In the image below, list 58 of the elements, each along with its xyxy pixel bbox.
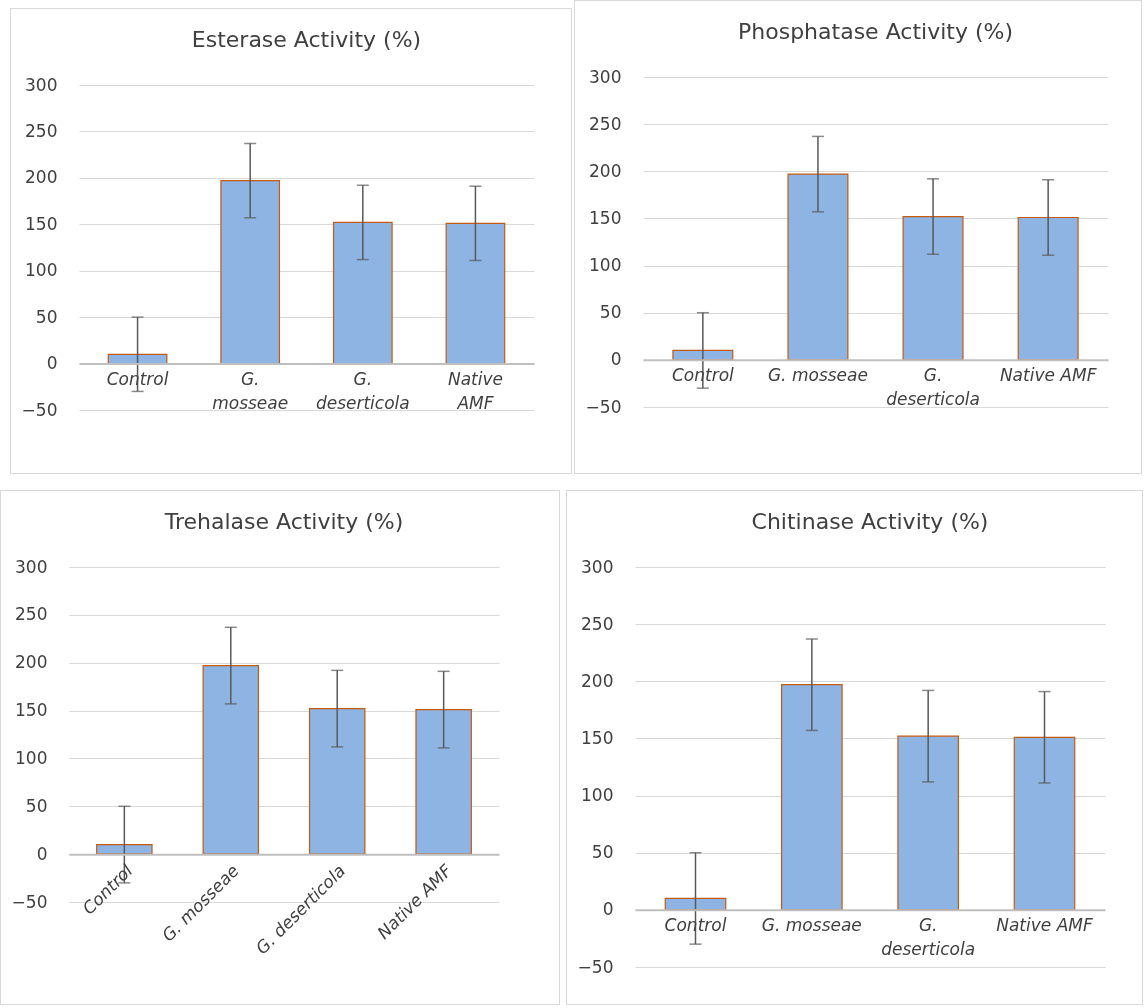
- y-tick-label: 50: [591, 842, 614, 863]
- bar: [1017, 216, 1079, 361]
- y-tick-label: −50: [21, 399, 58, 420]
- y-tick-label: 200: [15, 652, 48, 673]
- y-tick-label: 50: [25, 795, 48, 816]
- chart-title: Phosphatase Activity (%): [738, 19, 1013, 44]
- y-tick-label: 100: [25, 260, 58, 281]
- y-tick-label: −50: [585, 396, 622, 417]
- bar: [445, 222, 506, 365]
- x-tick-label: G. deserticola: [315, 369, 410, 414]
- bar: [220, 180, 281, 365]
- y-tick-label: −50: [11, 891, 48, 912]
- y-tick-label: 50: [599, 302, 622, 323]
- y-tick-label: 150: [581, 727, 614, 748]
- y-tick-label: 150: [589, 207, 622, 228]
- y-tick-label: 100: [589, 255, 622, 276]
- bar: [787, 173, 849, 361]
- bar: [1013, 736, 1076, 911]
- y-tick-label: 200: [589, 160, 622, 181]
- x-tick-label: G. deserticola: [886, 365, 980, 410]
- y-tick-label: 150: [25, 213, 58, 234]
- y-tick-label: 300: [25, 74, 58, 95]
- y-tick-label: 0: [46, 353, 58, 374]
- bar: [897, 735, 960, 911]
- x-tick-label: Native AMF: [999, 365, 1097, 386]
- y-tick-label: 250: [25, 120, 58, 141]
- x-tick-label: G. mosseae: [212, 369, 289, 414]
- y-tick-label: 100: [15, 747, 48, 768]
- y-tick-label: 100: [581, 785, 614, 806]
- bar: [902, 215, 964, 361]
- bar: [96, 843, 153, 855]
- y-tick-label: 250: [581, 613, 614, 634]
- y-tick-label: 300: [581, 556, 614, 577]
- y-tick-label: 300: [15, 556, 48, 577]
- x-tick-label: G. deserticola: [881, 915, 976, 960]
- y-tick-label: 200: [25, 167, 58, 188]
- y-tick-label: −50: [577, 956, 614, 977]
- y-tick-label: 0: [610, 349, 622, 370]
- x-tick-label: G. mosseae: [761, 915, 862, 936]
- bar: [332, 221, 393, 365]
- chart-title: Trehalase Activity (%): [163, 509, 404, 534]
- bar: [780, 684, 843, 911]
- bar: [415, 709, 472, 855]
- y-tick-label: 300: [589, 66, 622, 87]
- x-tick-label: Native AMF: [447, 369, 503, 414]
- chart-title: Esterase Activity (%): [191, 27, 422, 52]
- chart-title: Chitinase Activity (%): [751, 509, 989, 534]
- x-tick-label: Native AMF: [996, 915, 1093, 936]
- bar: [202, 664, 260, 855]
- y-tick-label: 150: [15, 700, 48, 721]
- y-tick-label: 250: [589, 113, 622, 134]
- bar: [308, 708, 366, 855]
- y-tick-label: 250: [15, 604, 48, 625]
- y-tick-label: 200: [581, 670, 614, 691]
- y-tick-label: 50: [35, 306, 58, 327]
- y-tick-label: 0: [36, 843, 48, 864]
- y-tick-label: 0: [602, 899, 614, 920]
- x-tick-label: G. mosseae: [767, 365, 868, 386]
